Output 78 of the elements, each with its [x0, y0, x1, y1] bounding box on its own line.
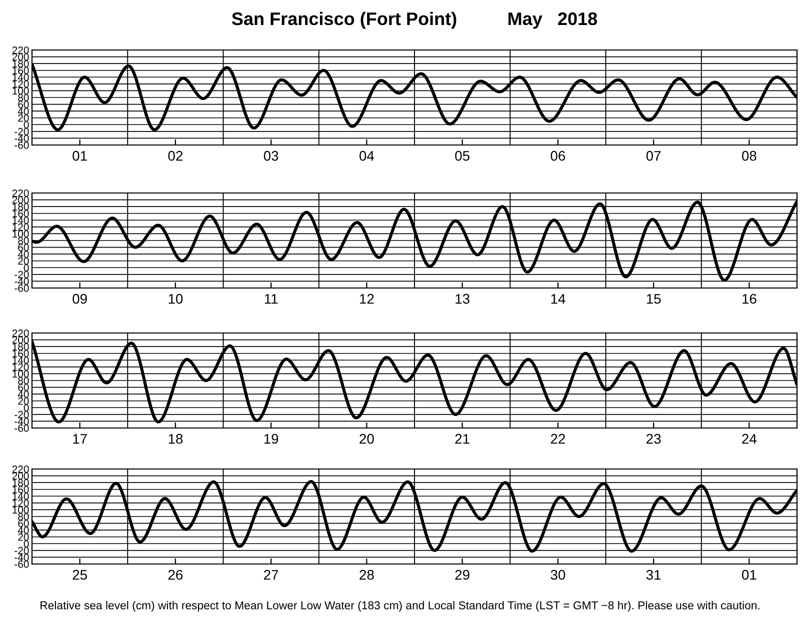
y-tick-label: 20	[18, 257, 29, 265]
y-tick-label: 140	[12, 492, 29, 500]
y-tick-label: 20	[18, 397, 29, 405]
y-tick-label: 40	[18, 390, 29, 398]
y-tick-label: -40	[14, 418, 29, 426]
y-tick-label: 200	[12, 336, 29, 344]
y-tick-label: 120	[12, 363, 29, 371]
y-tick-label: 40	[18, 526, 29, 534]
x-tick-label: 30	[550, 570, 566, 580]
y-tick-label: -20	[14, 410, 29, 418]
y-tick-label: -40	[14, 278, 29, 286]
x-tick-label: 17	[73, 434, 87, 444]
x-tick-label: 10	[168, 294, 183, 304]
text: Relative sea level (cm) with respect to Mean Lower Low Water (183 cm) and Local Standard Time (LST = GMT −8 hr). Please use with caution.	[40, 601, 760, 612]
y-tick-label: 20	[18, 533, 29, 541]
x-tick-label: 23	[646, 434, 661, 444]
x-tick-label: 21	[455, 434, 470, 444]
y-tick-label: -60	[14, 284, 29, 292]
y-tick-label: -40	[14, 554, 29, 562]
x-tick-label: 16	[742, 294, 756, 304]
x-tick-label: 27	[264, 570, 278, 580]
y-tick-label: 100	[12, 370, 29, 378]
x-tick-label: 01	[742, 570, 756, 580]
y-tick-label: -20	[14, 546, 29, 554]
chart-title: San Francisco (Fort Point) May 2018	[232, 12, 598, 29]
x-tick-label: 28	[360, 570, 374, 580]
y-tick-label: -60	[14, 560, 29, 568]
x-tick-label: 25	[72, 570, 87, 580]
x-tick-label: 05	[455, 150, 470, 161]
y-tick-label: 120	[12, 223, 29, 231]
y-tick-label: 160	[12, 486, 29, 494]
y-tick-label: -20	[14, 270, 29, 278]
y-tick-label: 140	[12, 216, 29, 224]
x-tick-label: 03	[264, 150, 278, 161]
y-tick-label: 40	[18, 108, 29, 115]
x-tick-label: 26	[168, 570, 183, 580]
y-tick-label: 140	[12, 356, 29, 364]
y-tick-label: -60	[14, 424, 29, 432]
y-tick-label: -20	[14, 128, 29, 136]
y-tick-label: 160	[12, 210, 29, 218]
y-tick-label: 140	[12, 74, 29, 82]
y-tick-label: 100	[12, 506, 29, 514]
x-tick-label: 12	[360, 294, 374, 304]
x-tick-label: 01	[72, 150, 87, 161]
y-tick-label: 100	[12, 230, 29, 238]
x-tick-label: 11	[264, 294, 278, 304]
y-tick-label: -60	[14, 142, 29, 149]
y-tick-label: 200	[12, 53, 29, 61]
y-tick-label: 60	[18, 384, 29, 392]
x-tick-label: 15	[646, 294, 661, 304]
x-tick-label: 08	[742, 150, 756, 161]
x-tick-label: 24	[742, 434, 757, 444]
x-tick-label: 31	[646, 570, 661, 580]
x-tick-label: 20	[360, 434, 374, 444]
x-tick-label: 13	[456, 294, 470, 304]
y-tick-label: 200	[12, 196, 29, 204]
y-tick-label: 100	[12, 87, 29, 95]
y-tick-label: 120	[12, 499, 29, 507]
x-tick-label: 18	[168, 434, 183, 444]
x-tick-label: 07	[646, 150, 661, 161]
x-tick-label: 22	[550, 434, 565, 444]
y-tick-label: 60	[18, 520, 29, 528]
x-tick-label: 09	[72, 294, 87, 304]
y-tick-label: 160	[12, 350, 29, 358]
x-tick-label: 14	[551, 294, 566, 304]
y-tick-label: 120	[12, 80, 29, 88]
y-tick-label: -40	[14, 134, 29, 142]
y-tick-label: 60	[18, 100, 29, 108]
x-tick-label: 06	[550, 150, 566, 161]
y-tick-label: 40	[18, 250, 29, 258]
x-tick-label: 04	[360, 150, 374, 161]
x-tick-label: 19	[264, 434, 278, 444]
y-tick-label: 20	[18, 114, 29, 122]
x-tick-label: 02	[168, 150, 182, 161]
y-tick-label: 160	[12, 66, 29, 74]
y-tick-label: 60	[18, 244, 29, 252]
y-tick-label: 200	[12, 472, 29, 480]
x-tick-label: 29	[455, 570, 470, 580]
